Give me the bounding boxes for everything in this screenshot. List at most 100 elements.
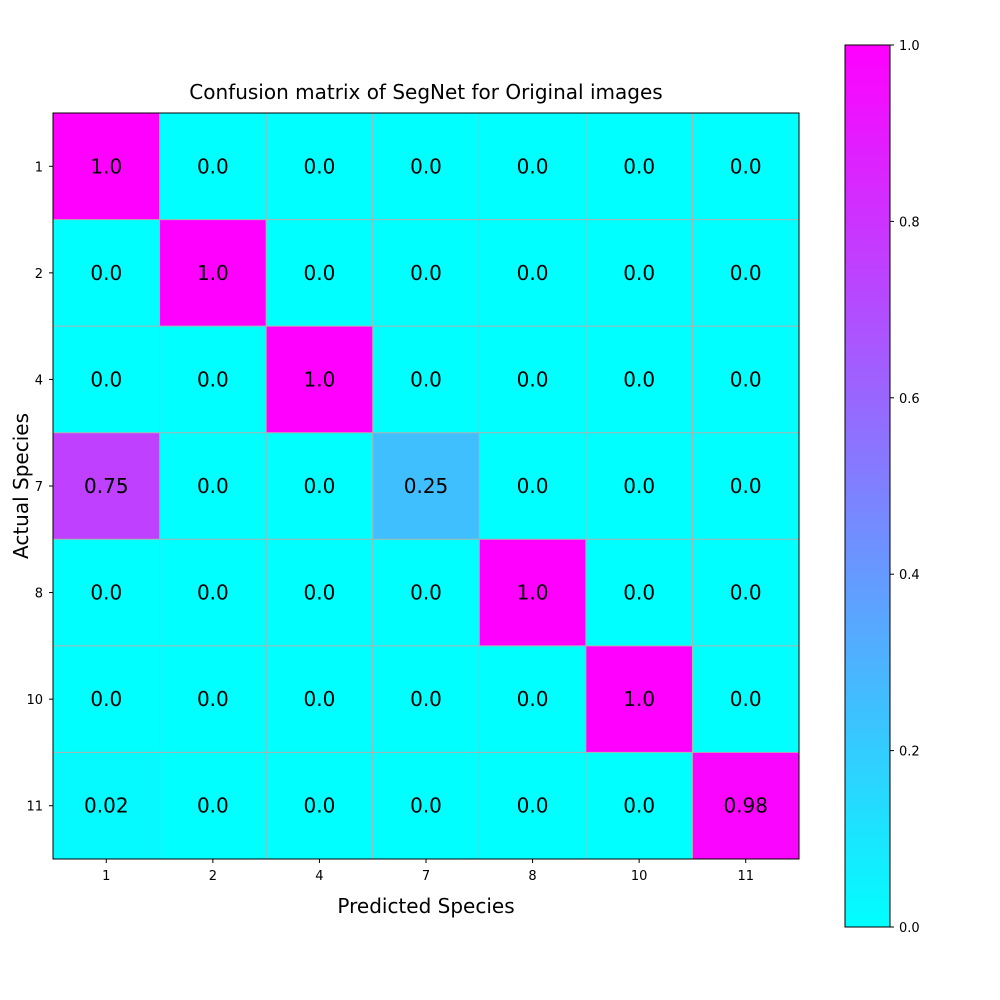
y-tick-label: 11 — [26, 800, 43, 815]
heatmap-cell — [53, 219, 160, 327]
cell-value-label: 1.0 — [623, 687, 655, 711]
colorbar-tick-label: 0.8 — [899, 215, 920, 230]
heatmap-cell — [53, 326, 160, 433]
heatmap-cell — [53, 752, 160, 859]
cell-value-label: 0.0 — [197, 581, 229, 605]
cell-value-label: 0.0 — [197, 474, 229, 498]
cell-value-label: 0.0 — [90, 687, 122, 711]
cell-value-label: 1.0 — [517, 581, 549, 605]
cell-value-label: 0.75 — [84, 474, 129, 498]
y-tick-label: 4 — [35, 373, 43, 388]
cell-value-label: 0.25 — [404, 474, 449, 498]
cell-value-label: 0.0 — [304, 687, 336, 711]
heatmap-cells — [53, 113, 799, 859]
cell-value-label: 0.0 — [197, 367, 229, 391]
heatmap-cell — [585, 113, 693, 220]
heatmap-cell — [585, 752, 693, 859]
heatmap-cell — [159, 645, 267, 753]
x-tick-label: 8 — [528, 869, 536, 884]
cell-value-label: 0.0 — [517, 261, 549, 285]
heatmap-cell — [53, 539, 160, 646]
cell-value-label: 0.0 — [304, 474, 336, 498]
y-tick-label: 2 — [35, 267, 43, 282]
cell-value-label: 0.0 — [623, 367, 655, 391]
cell-value-label: 0.0 — [90, 367, 122, 391]
cell-value-label: 0.0 — [304, 154, 336, 178]
heatmap-grid — [53, 113, 799, 859]
heatmap-cell — [692, 432, 799, 540]
cell-value-label: 0.0 — [623, 581, 655, 605]
cell-value-label: 0.0 — [517, 154, 549, 178]
heatmap-cell — [479, 539, 586, 646]
cell-value-label: 0.0 — [90, 261, 122, 285]
x-tick-label: 11 — [737, 869, 754, 884]
heatmap-cell — [479, 752, 586, 859]
heatmap-cell — [585, 219, 693, 327]
cell-value-label: 0.0 — [623, 794, 655, 818]
cell-value-label: 0.0 — [730, 581, 762, 605]
cell-value-label: 0.0 — [197, 154, 229, 178]
heatmap-cell — [266, 432, 373, 540]
cell-value-label: 0.0 — [90, 581, 122, 605]
cell-value-label: 0.0 — [410, 367, 442, 391]
cell-value-label: 0.0 — [304, 261, 336, 285]
cell-value-label: 0.0 — [304, 581, 336, 605]
cell-value-label: 0.0 — [623, 474, 655, 498]
heatmap-cell — [585, 326, 693, 433]
cell-value-label: 0.0 — [410, 261, 442, 285]
heatmap-cell — [585, 539, 693, 646]
heatmap-cell — [372, 326, 480, 433]
heatmap-cell — [479, 432, 586, 540]
heatmap-cell — [266, 752, 373, 859]
x-axis-label: Predicted Species — [337, 894, 514, 918]
x-axis-ticks: 1 2 4 7 8 10 11 — [102, 859, 754, 884]
cell-value-label: 0.0 — [197, 794, 229, 818]
heatmap-cell — [692, 113, 799, 220]
cell-value-label: 1.0 — [197, 261, 229, 285]
heatmap-cell — [692, 219, 799, 327]
colorbar-tick-label: 0.6 — [899, 392, 920, 407]
cell-value-label: 0.0 — [517, 794, 549, 818]
y-tick-label: 10 — [26, 693, 43, 708]
y-tick-label: 1 — [35, 160, 43, 175]
colorbar-tick-label: 0.2 — [899, 745, 920, 760]
heatmap-cell — [479, 113, 586, 220]
heatmap-cell — [372, 432, 480, 540]
cell-value-label: 0.0 — [197, 687, 229, 711]
x-tick-label: 7 — [422, 869, 430, 884]
heatmap-cell — [585, 645, 693, 753]
x-tick-label: 1 — [102, 869, 110, 884]
colorbar-tick-label: 1.0 — [899, 39, 920, 54]
heatmap-cell — [479, 645, 586, 753]
colorbar-tick-label: 0.0 — [899, 921, 920, 936]
cell-value-label: 0.0 — [730, 154, 762, 178]
heatmap-cell — [53, 432, 160, 540]
heatmap-cell — [692, 645, 799, 753]
cell-value-label: 0.0 — [410, 581, 442, 605]
heatmap-cell — [585, 432, 693, 540]
heatmap-cell — [266, 219, 373, 327]
heatmap-cell — [692, 752, 799, 859]
colorbar-ticks: 0.0 0.2 0.4 0.6 0.8 1.0 — [890, 39, 920, 936]
heatmap-cell — [53, 645, 160, 753]
cell-value-label: 0.98 — [723, 794, 768, 818]
heatmap-cell — [372, 219, 480, 327]
cell-value-label: 0.0 — [410, 794, 442, 818]
y-axis-ticks: 1 2 4 7 8 10 11 — [26, 160, 53, 815]
cell-value-labels: 1.0 0.0 0.0 0.0 0.0 0.0 0.0 0.0 1.0 0.0 0.0 0.0 0.0 0… — [84, 154, 768, 817]
heatmap-cell — [479, 219, 586, 327]
heatmap-cell — [692, 326, 799, 433]
heatmap-cell — [479, 326, 586, 433]
x-tick-label: 2 — [209, 869, 217, 884]
heatmap-cell — [266, 539, 373, 646]
heatmap-cell — [372, 645, 480, 753]
heatmap-cell — [266, 645, 373, 753]
heatmap-cell — [692, 539, 799, 646]
heatmap-cell — [266, 326, 373, 433]
heatmap-cell — [266, 113, 373, 220]
heatmap-cell — [159, 113, 267, 220]
cell-value-label: 0.0 — [623, 261, 655, 285]
heatmap-cell — [159, 432, 267, 540]
chart-title: Confusion matrix of SegNet for Original … — [189, 80, 662, 104]
